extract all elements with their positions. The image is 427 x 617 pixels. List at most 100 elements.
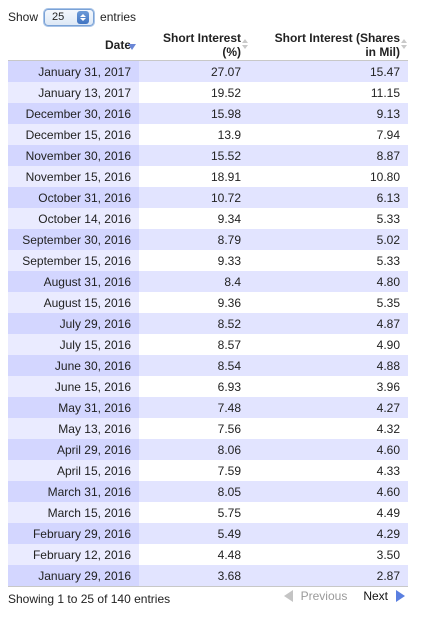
column-header-short-interest-pct[interactable]: Short Interest (%) <box>139 30 249 61</box>
cell-date: December 15, 2016 <box>8 124 139 145</box>
cell-short-interest-shares: 5.02 <box>249 229 408 250</box>
cell-short-interest-shares: 5.33 <box>249 208 408 229</box>
cell-short-interest-shares: 10.80 <box>249 166 408 187</box>
cell-short-interest-pct: 15.98 <box>139 103 249 124</box>
cell-short-interest-pct: 13.9 <box>139 124 249 145</box>
cell-short-interest-shares: 4.87 <box>249 313 408 334</box>
cell-date: June 30, 2016 <box>8 355 139 376</box>
cell-short-interest-shares: 8.87 <box>249 145 408 166</box>
cell-date: July 15, 2016 <box>8 334 139 355</box>
cell-short-interest-pct: 8.52 <box>139 313 249 334</box>
select-stepper-icon <box>77 10 90 24</box>
cell-short-interest-pct: 9.36 <box>139 292 249 313</box>
cell-short-interest-pct: 27.07 <box>139 60 249 82</box>
page-size-value: 25 <box>52 11 65 23</box>
cell-date: October 14, 2016 <box>8 208 139 229</box>
cell-short-interest-pct: 8.57 <box>139 334 249 355</box>
next-label: Next <box>363 589 388 603</box>
cell-short-interest-pct: 8.06 <box>139 439 249 460</box>
table-row: August 15, 2016 9.36 5.35 <box>8 292 408 313</box>
cell-short-interest-pct: 5.75 <box>139 502 249 523</box>
cell-date: August 31, 2016 <box>8 271 139 292</box>
cell-short-interest-shares: 9.13 <box>249 103 408 124</box>
sort-both-icon <box>242 39 249 51</box>
column-header-label: Short Interest <box>162 31 241 45</box>
cell-date: November 30, 2016 <box>8 145 139 166</box>
cell-short-interest-shares: 4.80 <box>249 271 408 292</box>
table-row: February 29, 2016 5.49 4.29 <box>8 523 408 544</box>
table-row: January 31, 2017 27.07 15.47 <box>8 60 408 82</box>
cell-short-interest-pct: 19.52 <box>139 82 249 103</box>
cell-short-interest-pct: 8.4 <box>139 271 249 292</box>
cell-date: February 29, 2016 <box>8 523 139 544</box>
arrow-right-icon <box>396 590 405 602</box>
cell-date: February 12, 2016 <box>8 544 139 565</box>
previous-label: Previous <box>300 589 348 603</box>
cell-date: March 15, 2016 <box>8 502 139 523</box>
table-row: October 31, 2016 10.72 6.13 <box>8 187 408 208</box>
cell-short-interest-shares: 2.87 <box>249 565 408 587</box>
table-row: December 30, 2016 15.98 9.13 <box>8 103 408 124</box>
table-header-row: Date Short Interest (%) Short Interest (… <box>8 30 408 61</box>
arrow-left-icon <box>283 590 293 602</box>
previous-button[interactable]: Previous <box>283 589 348 603</box>
cell-short-interest-shares: 3.50 <box>249 544 408 565</box>
table-row: October 14, 2016 9.34 5.33 <box>8 208 408 229</box>
table-row: January 13, 2017 19.52 11.15 <box>8 82 408 103</box>
table-row: February 12, 2016 4.48 3.50 <box>8 544 408 565</box>
cell-date: March 31, 2016 <box>8 481 139 502</box>
cell-short-interest-shares: 4.60 <box>249 439 408 460</box>
table-row: September 30, 2016 8.79 5.02 <box>8 229 408 250</box>
column-header-label: Short Interest (Shares <box>274 31 400 45</box>
table-row: January 29, 2016 3.68 2.87 <box>8 565 408 587</box>
column-header-date[interactable]: Date <box>8 30 139 61</box>
cell-short-interest-pct: 7.56 <box>139 418 249 439</box>
show-label: Show <box>8 10 39 24</box>
cell-short-interest-shares: 4.90 <box>249 334 408 355</box>
column-header-label: in Mil) <box>365 45 400 59</box>
cell-short-interest-pct: 10.72 <box>139 187 249 208</box>
cell-short-interest-shares: 5.35 <box>249 292 408 313</box>
cell-short-interest-shares: 4.33 <box>249 460 408 481</box>
entries-length-control: Show 25 entries <box>8 7 136 27</box>
table-row: April 29, 2016 8.06 4.60 <box>8 439 408 460</box>
cell-date: January 31, 2017 <box>8 60 139 82</box>
entries-label: entries <box>100 10 137 24</box>
cell-short-interest-shares: 3.96 <box>249 376 408 397</box>
cell-date: November 15, 2016 <box>8 166 139 187</box>
cell-short-interest-pct: 9.34 <box>139 208 249 229</box>
cell-date: October 31, 2016 <box>8 187 139 208</box>
pagination: Previous Next <box>283 589 405 603</box>
cell-short-interest-shares: 4.32 <box>249 418 408 439</box>
table-info: Showing 1 to 25 of 140 entries <box>8 592 171 606</box>
cell-short-interest-pct: 18.91 <box>139 166 249 187</box>
cell-short-interest-shares: 11.15 <box>249 82 408 103</box>
short-interest-table: Date Short Interest (%) Short Interest (… <box>8 30 408 587</box>
cell-short-interest-shares: 6.13 <box>249 187 408 208</box>
next-button[interactable]: Next <box>363 589 405 603</box>
column-header-label: (%) <box>222 45 241 59</box>
cell-short-interest-shares: 15.47 <box>249 60 408 82</box>
page-size-select[interactable]: 25 <box>44 8 95 26</box>
table-row: November 30, 2016 15.52 8.87 <box>8 145 408 166</box>
cell-short-interest-pct: 8.05 <box>139 481 249 502</box>
cell-short-interest-pct: 9.33 <box>139 250 249 271</box>
cell-date: April 29, 2016 <box>8 439 139 460</box>
cell-date: July 29, 2016 <box>8 313 139 334</box>
cell-date: June 15, 2016 <box>8 376 139 397</box>
cell-date: January 29, 2016 <box>8 565 139 587</box>
cell-date: May 31, 2016 <box>8 397 139 418</box>
sort-desc-icon <box>128 44 136 56</box>
cell-short-interest-shares: 4.49 <box>249 502 408 523</box>
column-header-short-interest-shares[interactable]: Short Interest (Shares in Mil) <box>249 30 408 61</box>
cell-short-interest-shares: 7.94 <box>249 124 408 145</box>
cell-short-interest-pct: 7.48 <box>139 397 249 418</box>
cell-short-interest-shares: 4.88 <box>249 355 408 376</box>
cell-short-interest-pct: 7.59 <box>139 460 249 481</box>
table-row: July 15, 2016 8.57 4.90 <box>8 334 408 355</box>
table-row: September 15, 2016 9.33 5.33 <box>8 250 408 271</box>
cell-date: September 30, 2016 <box>8 229 139 250</box>
cell-short-interest-pct: 5.49 <box>139 523 249 544</box>
table-row: August 31, 2016 8.4 4.80 <box>8 271 408 292</box>
table-row: April 15, 2016 7.59 4.33 <box>8 460 408 481</box>
